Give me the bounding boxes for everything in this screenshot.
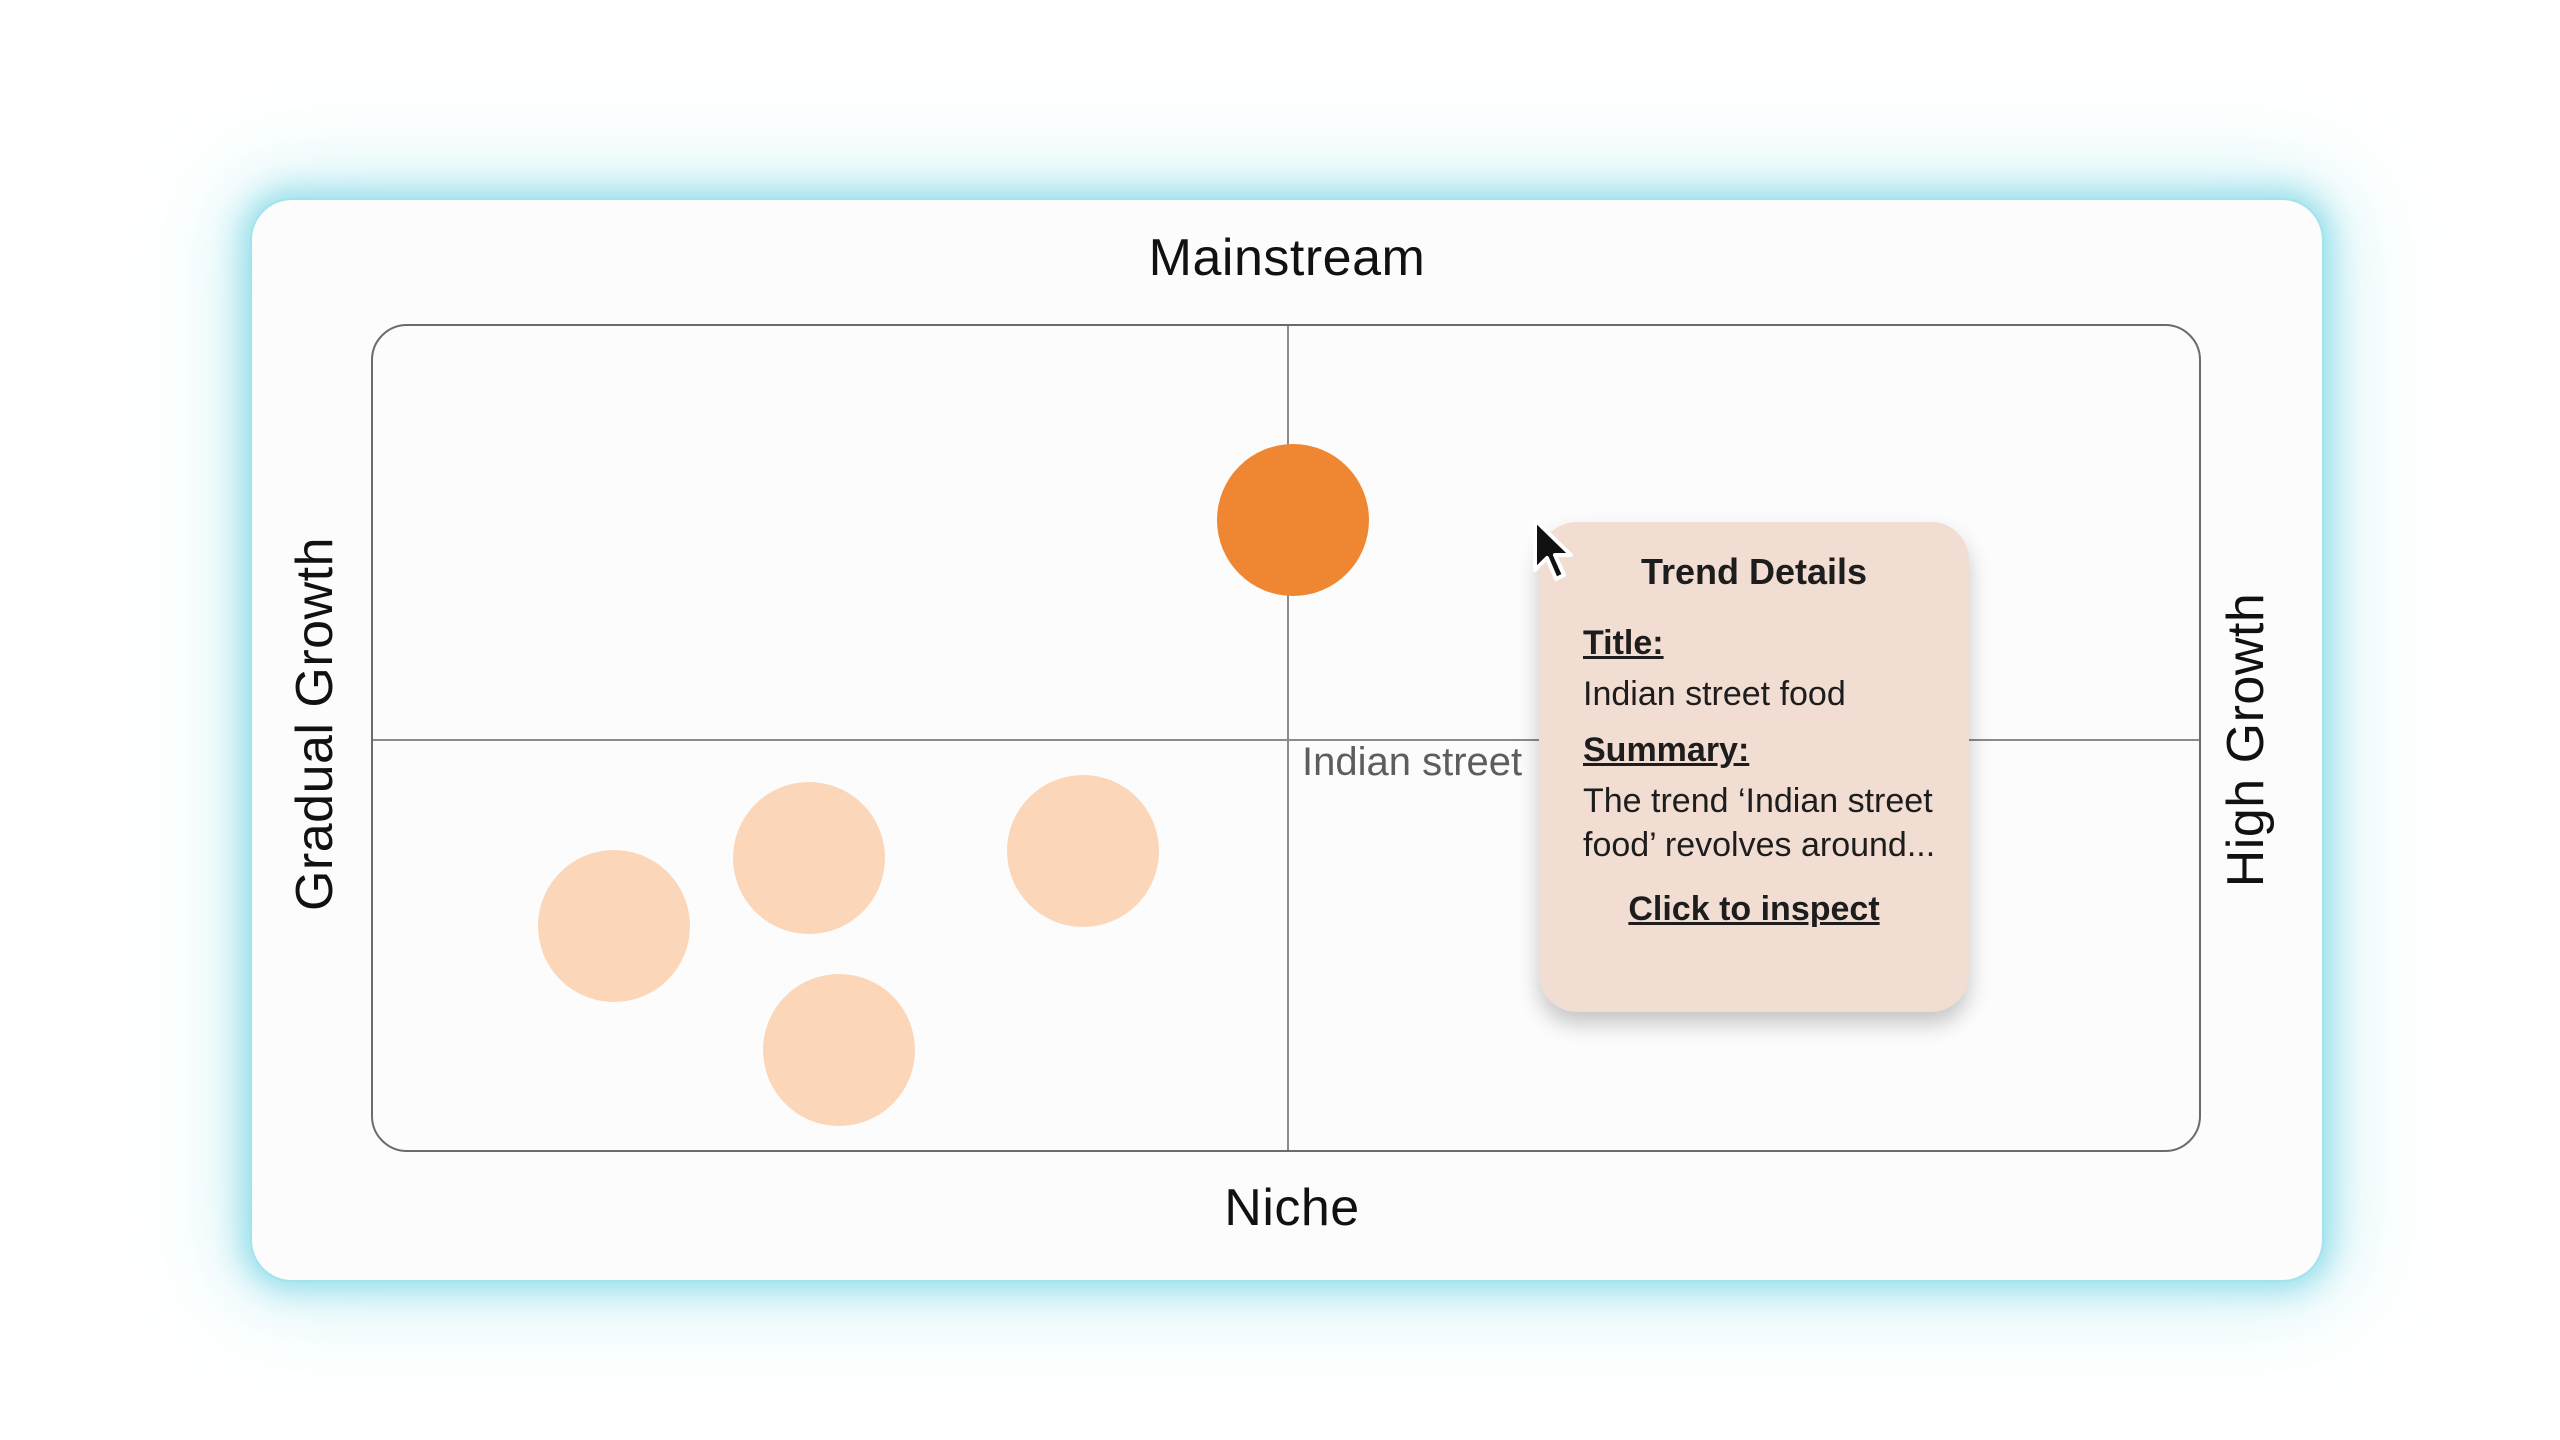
axis-label-high-growth: High Growth [2217, 592, 2275, 888]
tooltip-heading: Trend Details [1640, 551, 1868, 592]
axis-label-gradual-growth: Gradual Growth [286, 536, 344, 912]
title-label: Title: [1583, 624, 1664, 663]
trend-bubble-label: Indian street [1302, 740, 1523, 784]
trend-details-tooltip: Trend Details Title: Indian street food … [1539, 522, 1969, 1012]
trend-bubble[interactable] [733, 782, 885, 934]
axis-label-niche: Niche [1224, 1179, 1360, 1237]
inspect-trend-link[interactable]: Click to inspect [1628, 890, 1880, 929]
trend-bubble-indian-street-food[interactable] [1217, 444, 1369, 596]
trend-bubble[interactable] [763, 974, 915, 1126]
summary-label: Summary: [1583, 731, 1750, 770]
trend-matrix-card: Mainstream Gradual Growth High Growth In… [252, 200, 2322, 1280]
trend-title-value: Indian street food [1583, 674, 1846, 713]
trend-bubble[interactable] [538, 850, 690, 1002]
vertical-divider [1287, 326, 1289, 1150]
trend-bubble[interactable] [1007, 775, 1159, 927]
axis-label-mainstream: Mainstream [1148, 229, 1426, 287]
trend-summary-value: The trend ‘Indian street food’ revolves … [1583, 781, 1936, 865]
horizontal-divider [373, 739, 2199, 741]
